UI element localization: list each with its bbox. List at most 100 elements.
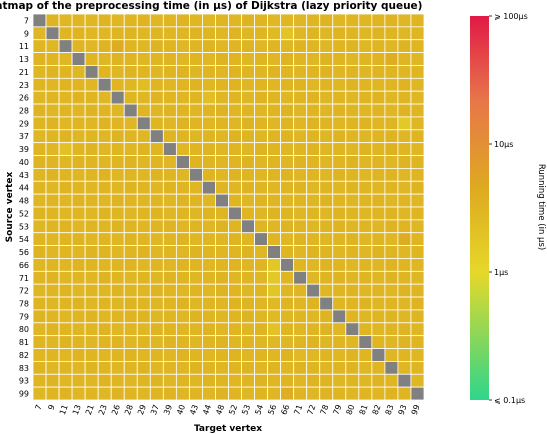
heatmap-cell [58, 180, 73, 195]
diagonal-cell [188, 167, 203, 182]
heatmap-cell [228, 296, 242, 311]
heatmap-cell [228, 77, 242, 92]
heatmap-cell [410, 193, 425, 208]
heatmap-cell [345, 219, 360, 234]
heatmap-cell [84, 219, 99, 234]
heatmap-cell [32, 206, 47, 221]
heatmap-cell [345, 193, 360, 208]
heatmap-cell [293, 335, 308, 349]
heatmap-cell [175, 103, 190, 118]
row-tick-label: 66 [19, 261, 29, 270]
column-tick-label: 71 [292, 403, 304, 416]
heatmap-cell [397, 13, 412, 28]
diagonal-cell [71, 52, 86, 66]
heatmap-cell [71, 296, 86, 311]
heatmap-cell [110, 103, 125, 118]
heatmap-cell [267, 360, 282, 375]
heatmap-cell [215, 77, 229, 92]
heatmap-cell [188, 13, 203, 28]
heatmap-cell [149, 373, 164, 388]
heatmap-cell [384, 296, 399, 311]
heatmap-cell [397, 26, 412, 41]
heatmap-cell [188, 77, 203, 92]
heatmap-cell [345, 180, 360, 195]
heatmap-cell [45, 39, 60, 54]
heatmap-cell [123, 270, 138, 285]
heatmap-cell [241, 129, 255, 144]
heatmap-cell [384, 65, 399, 79]
heatmap-cell [136, 13, 151, 28]
heatmap-cell [149, 193, 164, 208]
heatmap-cell [254, 116, 268, 131]
heatmap-cell [202, 322, 216, 337]
heatmap-cell [32, 193, 47, 208]
heatmap-cell [202, 13, 216, 28]
heatmap-cell [32, 52, 47, 66]
heatmap-cell [410, 360, 425, 375]
heatmap-cell [319, 13, 334, 28]
heatmap-cell [228, 13, 242, 28]
heatmap-cell [32, 296, 47, 311]
heatmap-cell [358, 39, 373, 54]
heatmap-cell [71, 142, 86, 156]
heatmap-cell [45, 296, 60, 311]
heatmap-cell [149, 335, 164, 349]
heatmap-cell [293, 219, 308, 234]
heatmap-cell [358, 309, 373, 324]
heatmap-cell [345, 270, 360, 285]
heatmap-cell [332, 258, 347, 272]
heatmap-cell [384, 219, 399, 234]
heatmap-cell [345, 52, 360, 66]
heatmap-cell [97, 155, 112, 169]
heatmap-cell [188, 180, 203, 195]
heatmap-cell [228, 360, 242, 375]
heatmap-cell [319, 309, 334, 324]
heatmap-cell [202, 90, 216, 105]
heatmap-cell [280, 26, 295, 41]
heatmap-cell [410, 219, 425, 234]
heatmap-cell [149, 360, 164, 375]
heatmap-cell [175, 26, 190, 41]
heatmap-cell [280, 245, 295, 259]
heatmap-cell [97, 167, 112, 182]
heatmap-cell [241, 309, 255, 324]
column-tick-label: 43 [188, 403, 200, 416]
heatmap-cell [149, 206, 164, 221]
heatmap-cell [332, 77, 347, 92]
column-tick-label: 44 [201, 403, 213, 416]
heatmap-cell [371, 180, 386, 195]
heatmap-cell [306, 52, 321, 66]
heatmap-cell [410, 296, 425, 311]
heatmap-cell [84, 180, 99, 195]
heatmap-cell [110, 219, 125, 234]
heatmap-cell [58, 245, 73, 259]
heatmap-cell [32, 180, 47, 195]
diagonal-cell [293, 270, 308, 285]
heatmap-cell [345, 335, 360, 349]
heatmap-cell [397, 90, 412, 105]
heatmap-cell [136, 167, 151, 182]
heatmap-cell [358, 129, 373, 144]
heatmap-cell [293, 348, 308, 362]
column-tick-label: 29 [136, 403, 148, 416]
row-tick-label: 71 [19, 274, 29, 283]
row-tick-label: 28 [19, 107, 29, 116]
heatmap-cell [84, 232, 99, 247]
heatmap-cell [97, 270, 112, 285]
heatmap-cell [319, 103, 334, 118]
heatmap-cell [215, 90, 229, 105]
heatmap-cell [228, 348, 242, 362]
heatmap-cell [267, 65, 282, 79]
heatmap-cell [58, 65, 73, 79]
heatmap-cell [332, 13, 347, 28]
heatmap-cell [371, 116, 386, 131]
heatmap-cell [110, 296, 125, 311]
heatmap-cell [162, 116, 177, 131]
heatmap-cell [241, 77, 255, 92]
heatmap-cell [371, 219, 386, 234]
heatmap-cell [123, 26, 138, 41]
heatmap-cell [32, 335, 47, 349]
heatmap-cell [188, 296, 203, 311]
heatmap-cell [410, 155, 425, 169]
heatmap-cell [202, 283, 216, 298]
